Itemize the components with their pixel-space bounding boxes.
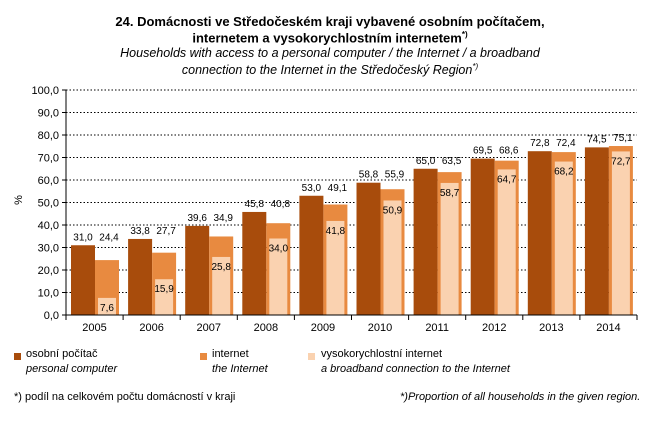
x-tick-label: 2010 xyxy=(368,322,392,334)
legend-swatch-broadband xyxy=(308,353,315,360)
data-label-internet: 27,7 xyxy=(156,226,176,237)
data-label-pc: 33,8 xyxy=(130,226,150,237)
data-label-broadband: 72,7 xyxy=(611,156,631,167)
data-label-pc: 31,0 xyxy=(73,232,93,243)
bar-broadband xyxy=(440,182,459,315)
x-tick-label: 2014 xyxy=(596,322,620,334)
bar-pc xyxy=(527,151,552,315)
bar-pc xyxy=(413,168,438,315)
chart-title-cz-line2: internetem a vysokorychlostním internete… xyxy=(192,30,468,46)
x-tick-label: 2005 xyxy=(82,322,106,334)
y-tick-label: 0,0 xyxy=(44,310,59,322)
bar-broadband xyxy=(212,256,231,315)
bar-pc xyxy=(71,245,95,315)
data-label-internet: 72,4 xyxy=(556,138,576,149)
chart-title-en: Households with access to a personal com… xyxy=(120,46,540,60)
bar-pc xyxy=(299,195,324,315)
bar-broadband xyxy=(98,297,116,315)
bar-pc xyxy=(584,147,609,315)
y-tick-label: 30,0 xyxy=(38,243,59,255)
y-tick-label: 90,0 xyxy=(38,108,59,120)
data-label-internet: 34,9 xyxy=(213,213,233,224)
footnote-en: *)Proportion of all households in the gi… xyxy=(400,391,641,403)
data-label-broadband: 25,8 xyxy=(211,262,231,273)
data-label-pc: 74,5 xyxy=(587,134,607,145)
bar-pc xyxy=(470,158,495,315)
x-tick-label: 2011 xyxy=(425,322,449,334)
data-label-broadband: 50,9 xyxy=(383,205,403,216)
data-label-pc: 39,6 xyxy=(187,213,207,224)
chart-title-en-line2: connection to the Internet in the Středo… xyxy=(181,62,479,78)
bar-broadband xyxy=(269,238,288,315)
data-label-internet: 68,6 xyxy=(499,146,519,157)
y-tick-label: 80,0 xyxy=(38,130,59,142)
data-label-broadband: 41,8 xyxy=(326,226,346,237)
bar-broadband xyxy=(611,151,630,315)
data-label-internet: 75,1 xyxy=(613,133,633,144)
y-tick-label: 10,0 xyxy=(38,288,59,300)
data-label-pc: 53,0 xyxy=(302,183,322,194)
data-label-broadband: 64,7 xyxy=(497,174,517,185)
x-tick-label: 2009 xyxy=(311,322,335,334)
y-tick-label: 20,0 xyxy=(38,265,59,277)
data-label-pc: 69,5 xyxy=(473,146,493,157)
bar-broadband xyxy=(554,161,573,315)
bar-broadband xyxy=(383,200,402,315)
bar-broadband xyxy=(326,220,345,315)
bar-broadband xyxy=(155,279,174,315)
data-label-broadband: 15,9 xyxy=(154,284,174,295)
chart-title-cz: 24. Domácnosti ve Středočeském kraji vyb… xyxy=(115,14,545,29)
data-label-internet: 24,4 xyxy=(99,232,119,243)
data-label-pc: 58,8 xyxy=(359,170,379,181)
bar-broadband xyxy=(497,169,516,315)
bar-pc xyxy=(356,182,381,315)
x-tick-label: 2008 xyxy=(254,322,278,334)
legend-pc: osobní počítač personal computer xyxy=(26,348,118,375)
x-tick-label: 2007 xyxy=(197,322,221,334)
data-label-internet: 55,9 xyxy=(385,170,405,181)
bar-pc xyxy=(128,238,153,315)
legend-internet: internet the Internet xyxy=(212,348,268,375)
data-label-pc: 45,8 xyxy=(245,199,265,210)
bar-pc xyxy=(185,225,210,315)
legend-swatch-internet xyxy=(200,353,207,360)
data-label-broadband: 7,6 xyxy=(100,303,114,314)
y-tick-label: 100,0 xyxy=(31,85,59,97)
data-label-internet: 40,8 xyxy=(271,199,291,210)
y-tick-label: 50,0 xyxy=(38,198,59,210)
x-tick-label: 2013 xyxy=(539,322,563,334)
x-tick-label: 2012 xyxy=(482,322,506,334)
y-axis-label: % xyxy=(13,195,25,205)
x-tick-label: 2006 xyxy=(139,322,163,334)
y-tick-label: 60,0 xyxy=(38,175,59,187)
y-tick-label: 40,0 xyxy=(38,220,59,232)
footnote-cz: *) podíl na celkovém počtu domácností v … xyxy=(14,391,236,403)
bar-pc xyxy=(242,211,267,315)
y-tick-label: 70,0 xyxy=(38,153,59,165)
data-label-internet: 49,1 xyxy=(328,183,348,194)
data-label-broadband: 34,0 xyxy=(269,244,289,255)
data-label-broadband: 58,7 xyxy=(440,188,460,199)
legend-swatch-pc xyxy=(14,353,21,360)
data-label-pc: 65,0 xyxy=(416,156,436,167)
data-label-broadband: 68,2 xyxy=(554,167,574,178)
data-label-internet: 63,5 xyxy=(442,156,462,167)
legend-broadband: vysokorychlostní internet a broadband con… xyxy=(321,348,510,375)
data-label-pc: 72,8 xyxy=(530,138,550,149)
